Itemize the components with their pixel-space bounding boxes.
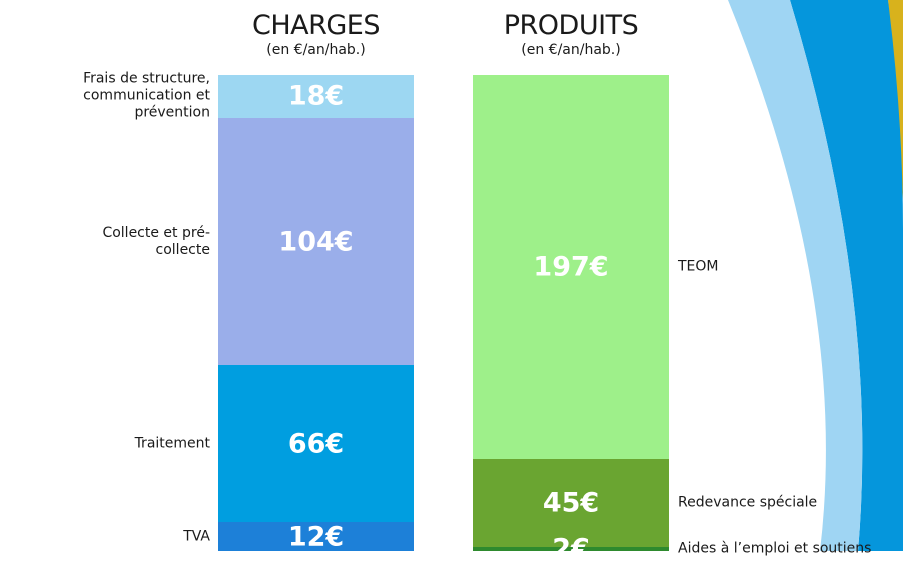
value-label: 45€ bbox=[473, 488, 669, 519]
value-label: 12€ bbox=[218, 521, 414, 552]
series-label: Collecte et pré-collecte bbox=[60, 225, 210, 259]
chart-subtitle: (en €/an/hab.) bbox=[441, 42, 701, 58]
series-label: Frais de structure, communication et pré… bbox=[60, 71, 210, 122]
value-label: 197€ bbox=[473, 252, 669, 283]
series-label: TEOM bbox=[678, 259, 903, 276]
chart-title: PRODUITS bbox=[441, 10, 701, 41]
series-label: Aides à l’emploi et soutiens bbox=[678, 541, 903, 558]
series-label: TVA bbox=[60, 528, 210, 545]
value-label: 18€ bbox=[218, 81, 414, 112]
series-label: Traitement bbox=[60, 435, 210, 452]
chart-title: CHARGES bbox=[186, 10, 446, 41]
chart-subtitle: (en €/an/hab.) bbox=[186, 42, 446, 58]
value-label: 2€ bbox=[473, 534, 669, 565]
value-label: 66€ bbox=[218, 428, 414, 459]
value-label: 104€ bbox=[218, 226, 414, 257]
series-label: Redevance spéciale bbox=[678, 495, 903, 512]
page: {"chart_data": [ {"type": "stacked-bar",… bbox=[0, 0, 903, 551]
